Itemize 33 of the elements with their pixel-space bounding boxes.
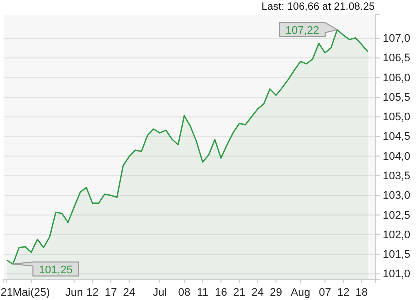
x-tick-label: Aug: [290, 286, 311, 299]
x-tick-label: 21: [233, 286, 246, 299]
x-tick-label: 12: [86, 286, 99, 299]
x-tick-label: 21: [0, 286, 14, 299]
y-tick-label: 106,0: [383, 72, 411, 84]
y-tick-label: 106,5: [383, 52, 411, 65]
y-tick-label: 104,5: [383, 131, 411, 144]
y-tick-label: 105,0: [383, 112, 411, 124]
annotation: 107,22: [286, 24, 320, 37]
x-tick-label: 12: [337, 286, 350, 299]
text: Last: 106,66 at 21.08.25: [262, 1, 376, 13]
x-tick-label: 29: [270, 286, 282, 299]
x-tick-label: Mai(25): [12, 286, 50, 299]
x-tick-label: 08: [178, 286, 191, 299]
y-tick-label: 103,5: [383, 170, 411, 182]
x-tick-label: 16: [215, 286, 228, 299]
y-tick-label: 101,5: [383, 249, 411, 261]
x-tick-label: 18: [356, 286, 368, 299]
x-tick-label: 24: [252, 286, 264, 299]
y-tick-label: 104,0: [383, 150, 411, 163]
y-tick-label: 102,5: [383, 210, 411, 222]
x-tick-label: Jun: [65, 286, 84, 299]
y-tick-label: 105,5: [383, 92, 411, 104]
x-tick-label: 11: [197, 286, 209, 299]
y-tick-label: 103,0: [383, 190, 411, 202]
x-tick-label: 24: [123, 286, 136, 299]
y-tick-label: 107,0: [383, 33, 411, 46]
x-tick-label: 17: [104, 286, 118, 299]
y-tick-label: 101,0: [383, 268, 411, 281]
x-tick-label: Jul: [152, 286, 168, 299]
annotation: 101,25: [39, 264, 73, 276]
x-tick-label: 07: [319, 286, 332, 299]
y-tick-label: 102,0: [383, 229, 411, 242]
